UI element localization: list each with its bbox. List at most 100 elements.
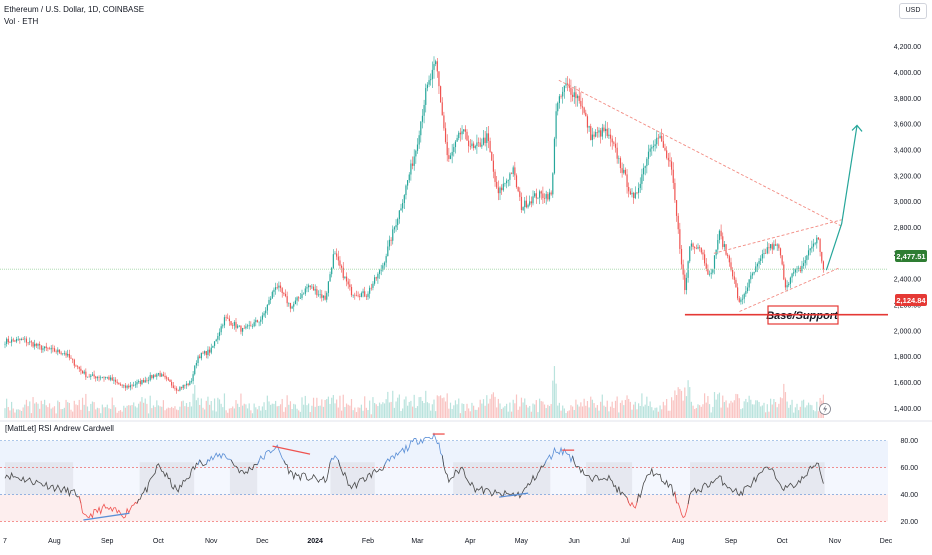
volume-bar (506, 403, 508, 418)
candle-body (435, 61, 437, 65)
support-price-tag-bg (895, 294, 927, 306)
candle-body (199, 356, 201, 359)
price-tick-label: 1,600.00 (894, 380, 921, 387)
currency-button[interactable]: USD (899, 3, 927, 19)
candle-body (152, 375, 155, 378)
volume-bar (454, 400, 457, 418)
volume-bar (733, 400, 735, 418)
volume-bar (509, 402, 511, 418)
volume-bar (481, 403, 483, 418)
candle-body (492, 160, 494, 172)
candle-body (232, 324, 234, 326)
price-axis[interactable]: 1,400.00 1,600.00 1,800.00 2,000.00 2,200.00… (888, 0, 932, 550)
candle-body (567, 83, 569, 85)
candle-body (621, 168, 623, 173)
volume-bar (194, 385, 196, 418)
candle-body (275, 287, 277, 290)
volume-bar (431, 404, 433, 418)
candle-body (177, 390, 179, 392)
volume-bar (552, 380, 554, 418)
volume-bar (633, 404, 635, 418)
volume-bar (62, 409, 64, 418)
volume-bar (753, 404, 755, 418)
candle-body (497, 187, 499, 194)
volume-bar (334, 403, 336, 418)
candle-body (474, 146, 476, 148)
volume-bar (129, 405, 131, 418)
volume-bar (415, 407, 417, 418)
candle-body (382, 265, 384, 271)
volume-bar (276, 406, 278, 418)
candle-body (187, 383, 189, 385)
volume-bar (400, 411, 402, 418)
candle-body (570, 87, 572, 95)
volume-bar (441, 398, 443, 418)
candle-body (19, 338, 21, 340)
candle-body (641, 174, 643, 184)
candle-body (705, 263, 707, 269)
volume-bar (817, 411, 820, 418)
volume-bar (360, 404, 362, 418)
volume-bar (428, 403, 430, 418)
candle-body (266, 304, 268, 311)
candle-body (646, 158, 648, 167)
volume-bar (641, 393, 643, 418)
candle-body (603, 127, 605, 132)
volume-bar (240, 393, 242, 418)
volume-bar (433, 399, 435, 418)
volume-bar (496, 407, 498, 418)
candle-body (263, 313, 265, 316)
volume-bar (144, 398, 146, 418)
candle-body (58, 349, 61, 353)
volume-bar (644, 404, 646, 418)
candle-body (276, 287, 278, 288)
candle-body (464, 129, 466, 132)
volume-bar (565, 412, 567, 418)
candle-body (180, 387, 183, 389)
support-price-tag: 2,124.84 (896, 296, 926, 305)
candle-body (190, 381, 193, 382)
candle-body (185, 383, 188, 386)
time-axis[interactable]: 7 Aug Sep Oct Nov Dec 2024 Feb Mar Apr May Jun Jul Au… (3, 538, 893, 545)
candle-body (717, 239, 719, 250)
volume-bar (789, 404, 791, 418)
rsi-line-segment (626, 494, 639, 509)
volume-bar (337, 407, 339, 418)
candle-body (243, 328, 245, 329)
volume-bar (341, 410, 343, 418)
candle-body (255, 320, 257, 323)
volume-bar (626, 395, 628, 418)
candle-body (106, 376, 108, 378)
volume-bar (520, 397, 523, 418)
candle-body (4, 343, 6, 345)
candle-body (9, 342, 11, 343)
channel-lower-line (739, 267, 841, 312)
rsi-neutral-zone (330, 462, 375, 495)
volume-bar (42, 404, 44, 418)
candle-body (476, 142, 478, 147)
volume-bar (382, 402, 384, 418)
candle-body (636, 192, 638, 194)
volume-bar (487, 403, 490, 418)
candle-body (57, 349, 59, 352)
candle-body (237, 325, 239, 328)
lightning-icon[interactable] (819, 403, 831, 415)
candle-body (169, 379, 171, 382)
volume-bar (715, 399, 717, 418)
volume-bar (162, 400, 164, 418)
candle-body (124, 385, 127, 388)
candle-body (207, 349, 209, 356)
candle-body (633, 192, 635, 199)
candle-body (555, 111, 557, 139)
candle-body (583, 107, 585, 113)
candle-body (519, 191, 521, 197)
candle-body (265, 310, 267, 314)
candle-body (118, 382, 120, 385)
candle-body (60, 352, 62, 354)
candle-body (657, 137, 659, 139)
volume-bar (405, 396, 407, 418)
volume-bar (81, 397, 84, 418)
volume-bar (728, 403, 730, 418)
candle-body (740, 299, 742, 302)
